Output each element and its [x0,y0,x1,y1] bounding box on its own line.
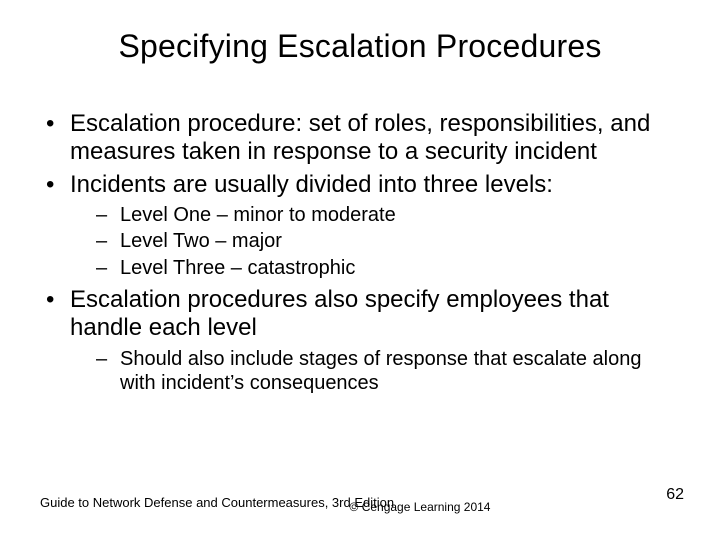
footer-copyright: © Cengage Learning 2014 [230,500,491,514]
sub-bullet-list: Should also include stages of response t… [70,347,680,396]
sub-bullet-item: Level Three – catastrophic [70,256,680,280]
bullet-list: Escalation procedure: set of roles, resp… [40,110,680,396]
page-number: 62 [666,486,684,504]
footer-copyright-wrap: © Cengage Learning 2014 [0,500,720,514]
sub-bullet-item: Level Two – major [70,229,680,253]
slide-title: Specifying Escalation Procedures [0,28,720,65]
bullet-text: Escalation procedures also specify emplo… [70,286,609,341]
bullet-item: Escalation procedures also specify emplo… [40,286,680,395]
bullet-text: Incidents are usually divided into three… [70,171,553,198]
sub-bullet-item: Level One – minor to moderate [70,203,680,227]
bullet-item: Incidents are usually divided into three… [40,171,680,280]
sub-bullet-item: Should also include stages of response t… [70,347,680,396]
slide-body: Escalation procedure: set of roles, resp… [40,110,680,402]
bullet-item: Escalation procedure: set of roles, resp… [40,110,680,167]
slide: Specifying Escalation Procedures Escalat… [0,0,720,540]
sub-bullet-list: Level One – minor to moderate Level Two … [70,203,680,280]
